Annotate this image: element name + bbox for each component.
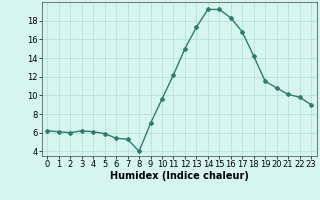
X-axis label: Humidex (Indice chaleur): Humidex (Indice chaleur): [110, 171, 249, 181]
